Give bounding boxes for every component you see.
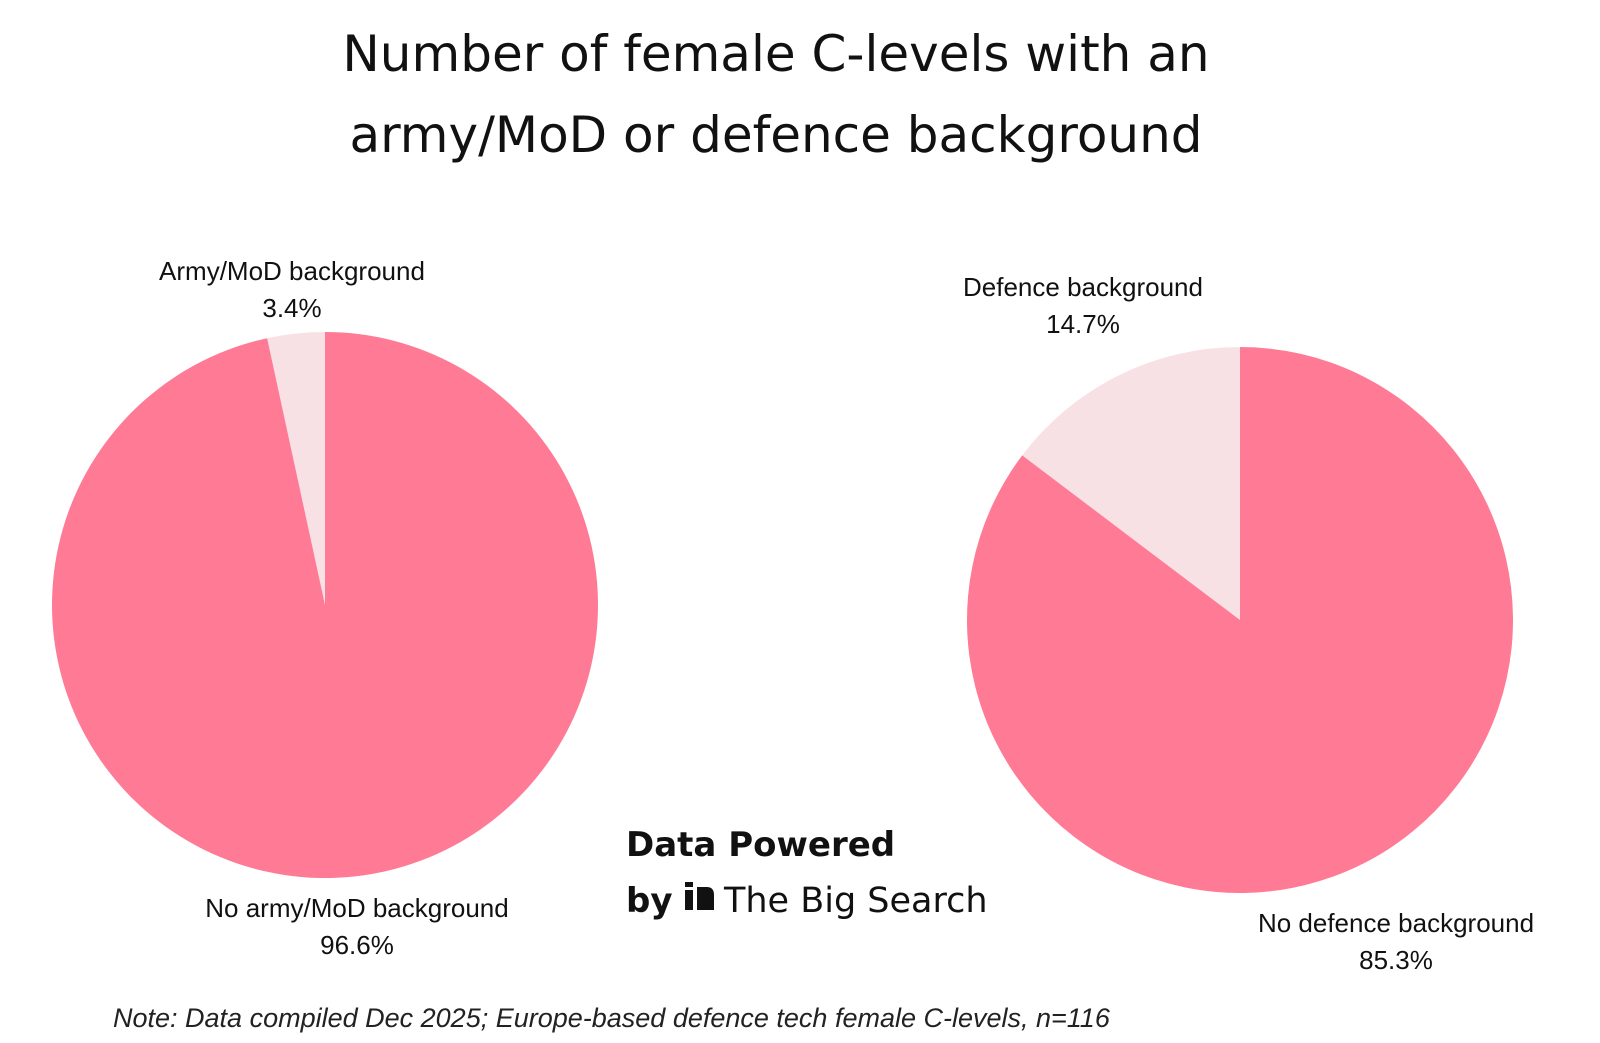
- label-army-mod-background: Army/MoD background: [159, 256, 425, 286]
- branding: Data Powered by The Big Search: [626, 825, 988, 921]
- chart-title-line-1: Number of female C-levels with an: [342, 25, 1209, 83]
- branding-by: by: [626, 881, 673, 921]
- the-big-search-logo-icon: [685, 882, 714, 910]
- label-defence-background: Defence background: [963, 272, 1203, 302]
- branding-data-powered: Data Powered: [626, 825, 895, 865]
- slice-no-army-mod-background: [52, 332, 599, 879]
- value-defence-background: 14.7%: [1046, 309, 1120, 339]
- pie-chart-army-mod: [52, 332, 599, 879]
- branding-the-big-search: The Big Search: [723, 881, 988, 921]
- pie-chart-defence: [967, 347, 1514, 894]
- chart-title-line-2: army/MoD or defence background: [349, 106, 1202, 164]
- label-no-army-mod-background: No army/MoD background: [205, 893, 508, 923]
- footnote: Note: Data compiled Dec 2025; Europe-bas…: [113, 1003, 1111, 1033]
- value-army-mod-background: 3.4%: [262, 293, 321, 323]
- value-no-army-mod-background: 96.6%: [320, 930, 394, 960]
- slice-no-defence-background: [967, 347, 1514, 894]
- slice-defence-background: [1022, 347, 1240, 620]
- slice-army-mod-background: [267, 332, 325, 605]
- value-no-defence-background: 85.3%: [1359, 945, 1433, 975]
- label-no-defence-background: No defence background: [1258, 908, 1534, 938]
